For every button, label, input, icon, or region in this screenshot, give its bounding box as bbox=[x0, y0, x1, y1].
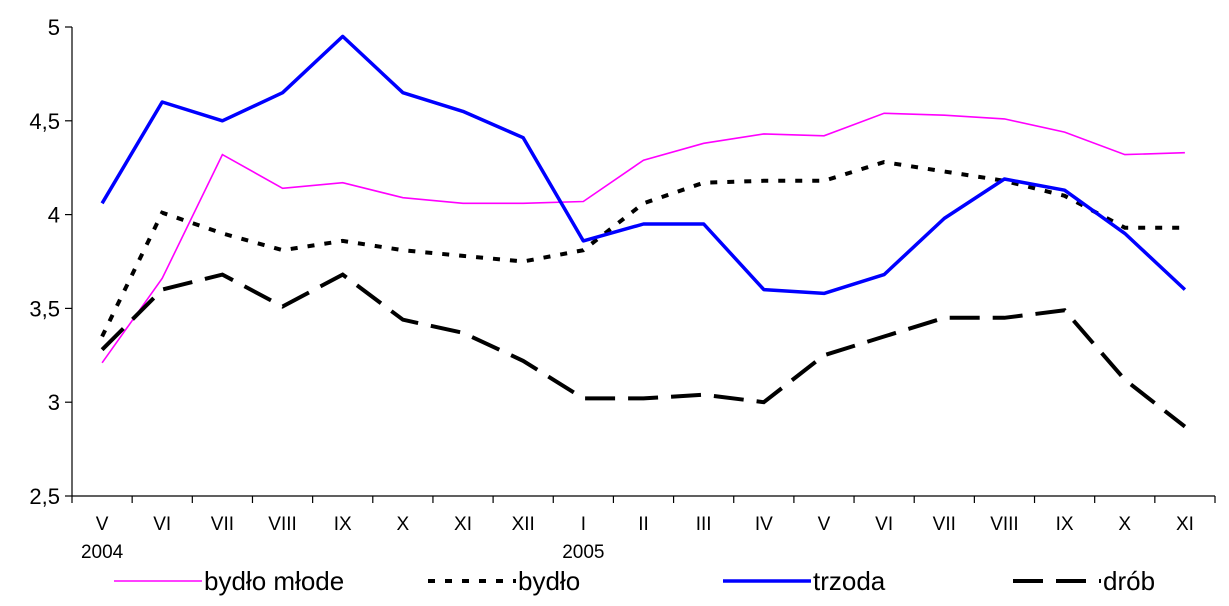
series-line-3 bbox=[100, 34, 1187, 296]
y-tick-label: 4 bbox=[48, 203, 60, 228]
x-tick-label: X bbox=[397, 514, 410, 535]
y-tick-label: 5 bbox=[48, 15, 60, 40]
x-tick-label: VII bbox=[211, 514, 234, 535]
x-tick-label: V bbox=[96, 514, 109, 535]
x-tick-label: III bbox=[696, 514, 712, 535]
y-tick-label: 3 bbox=[48, 390, 60, 415]
x-tick-label: IV bbox=[755, 514, 773, 535]
x-tick-label: XI bbox=[1176, 514, 1194, 535]
x-year-label: 2005 bbox=[562, 542, 604, 563]
series-lines bbox=[100, 34, 1187, 429]
x-tick-label: I bbox=[581, 514, 586, 535]
x-tick-label: VII bbox=[933, 514, 956, 535]
x-tick-label: V bbox=[818, 514, 831, 535]
series-line-1 bbox=[101, 112, 1185, 364]
x-tick-label: X bbox=[1118, 514, 1131, 535]
x-tick-label: VIII bbox=[990, 514, 1019, 535]
series-line-4 bbox=[100, 272, 1187, 429]
legend: bydło młode bydło trzoda drób bbox=[114, 566, 1155, 596]
legend-label-3: trzoda bbox=[813, 566, 886, 596]
series-line-2 bbox=[100, 160, 1185, 338]
x-tick-label: IX bbox=[334, 514, 352, 535]
y-tick-label: 2,5 bbox=[29, 484, 60, 509]
y-tick-label: 4,5 bbox=[29, 109, 60, 134]
y-tick-label: 3,5 bbox=[29, 296, 60, 321]
x-tick-label: II bbox=[638, 514, 649, 535]
legend-label-1: bydło młode bbox=[204, 566, 344, 596]
x-year-label: 2004 bbox=[81, 542, 124, 563]
x-tick-label: VI bbox=[153, 514, 171, 535]
legend-label-4: drób bbox=[1103, 566, 1155, 596]
x-tick-label: VIII bbox=[268, 514, 297, 535]
x-tick-label: XI bbox=[454, 514, 472, 535]
x-tick-label: VI bbox=[875, 514, 893, 535]
x-tick-label: XII bbox=[512, 514, 535, 535]
x-tick-label: IX bbox=[1056, 514, 1074, 535]
axes: 2,533,544,55V VI VII VIII IX X XI XII I II III IV V V… bbox=[29, 15, 1216, 563]
legend-label-2: bydło bbox=[518, 566, 580, 596]
